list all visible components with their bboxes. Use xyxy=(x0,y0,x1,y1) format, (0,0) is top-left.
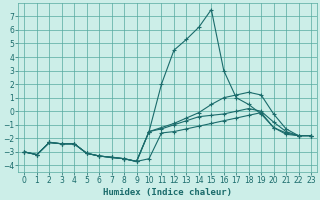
X-axis label: Humidex (Indice chaleur): Humidex (Indice chaleur) xyxy=(103,188,232,197)
